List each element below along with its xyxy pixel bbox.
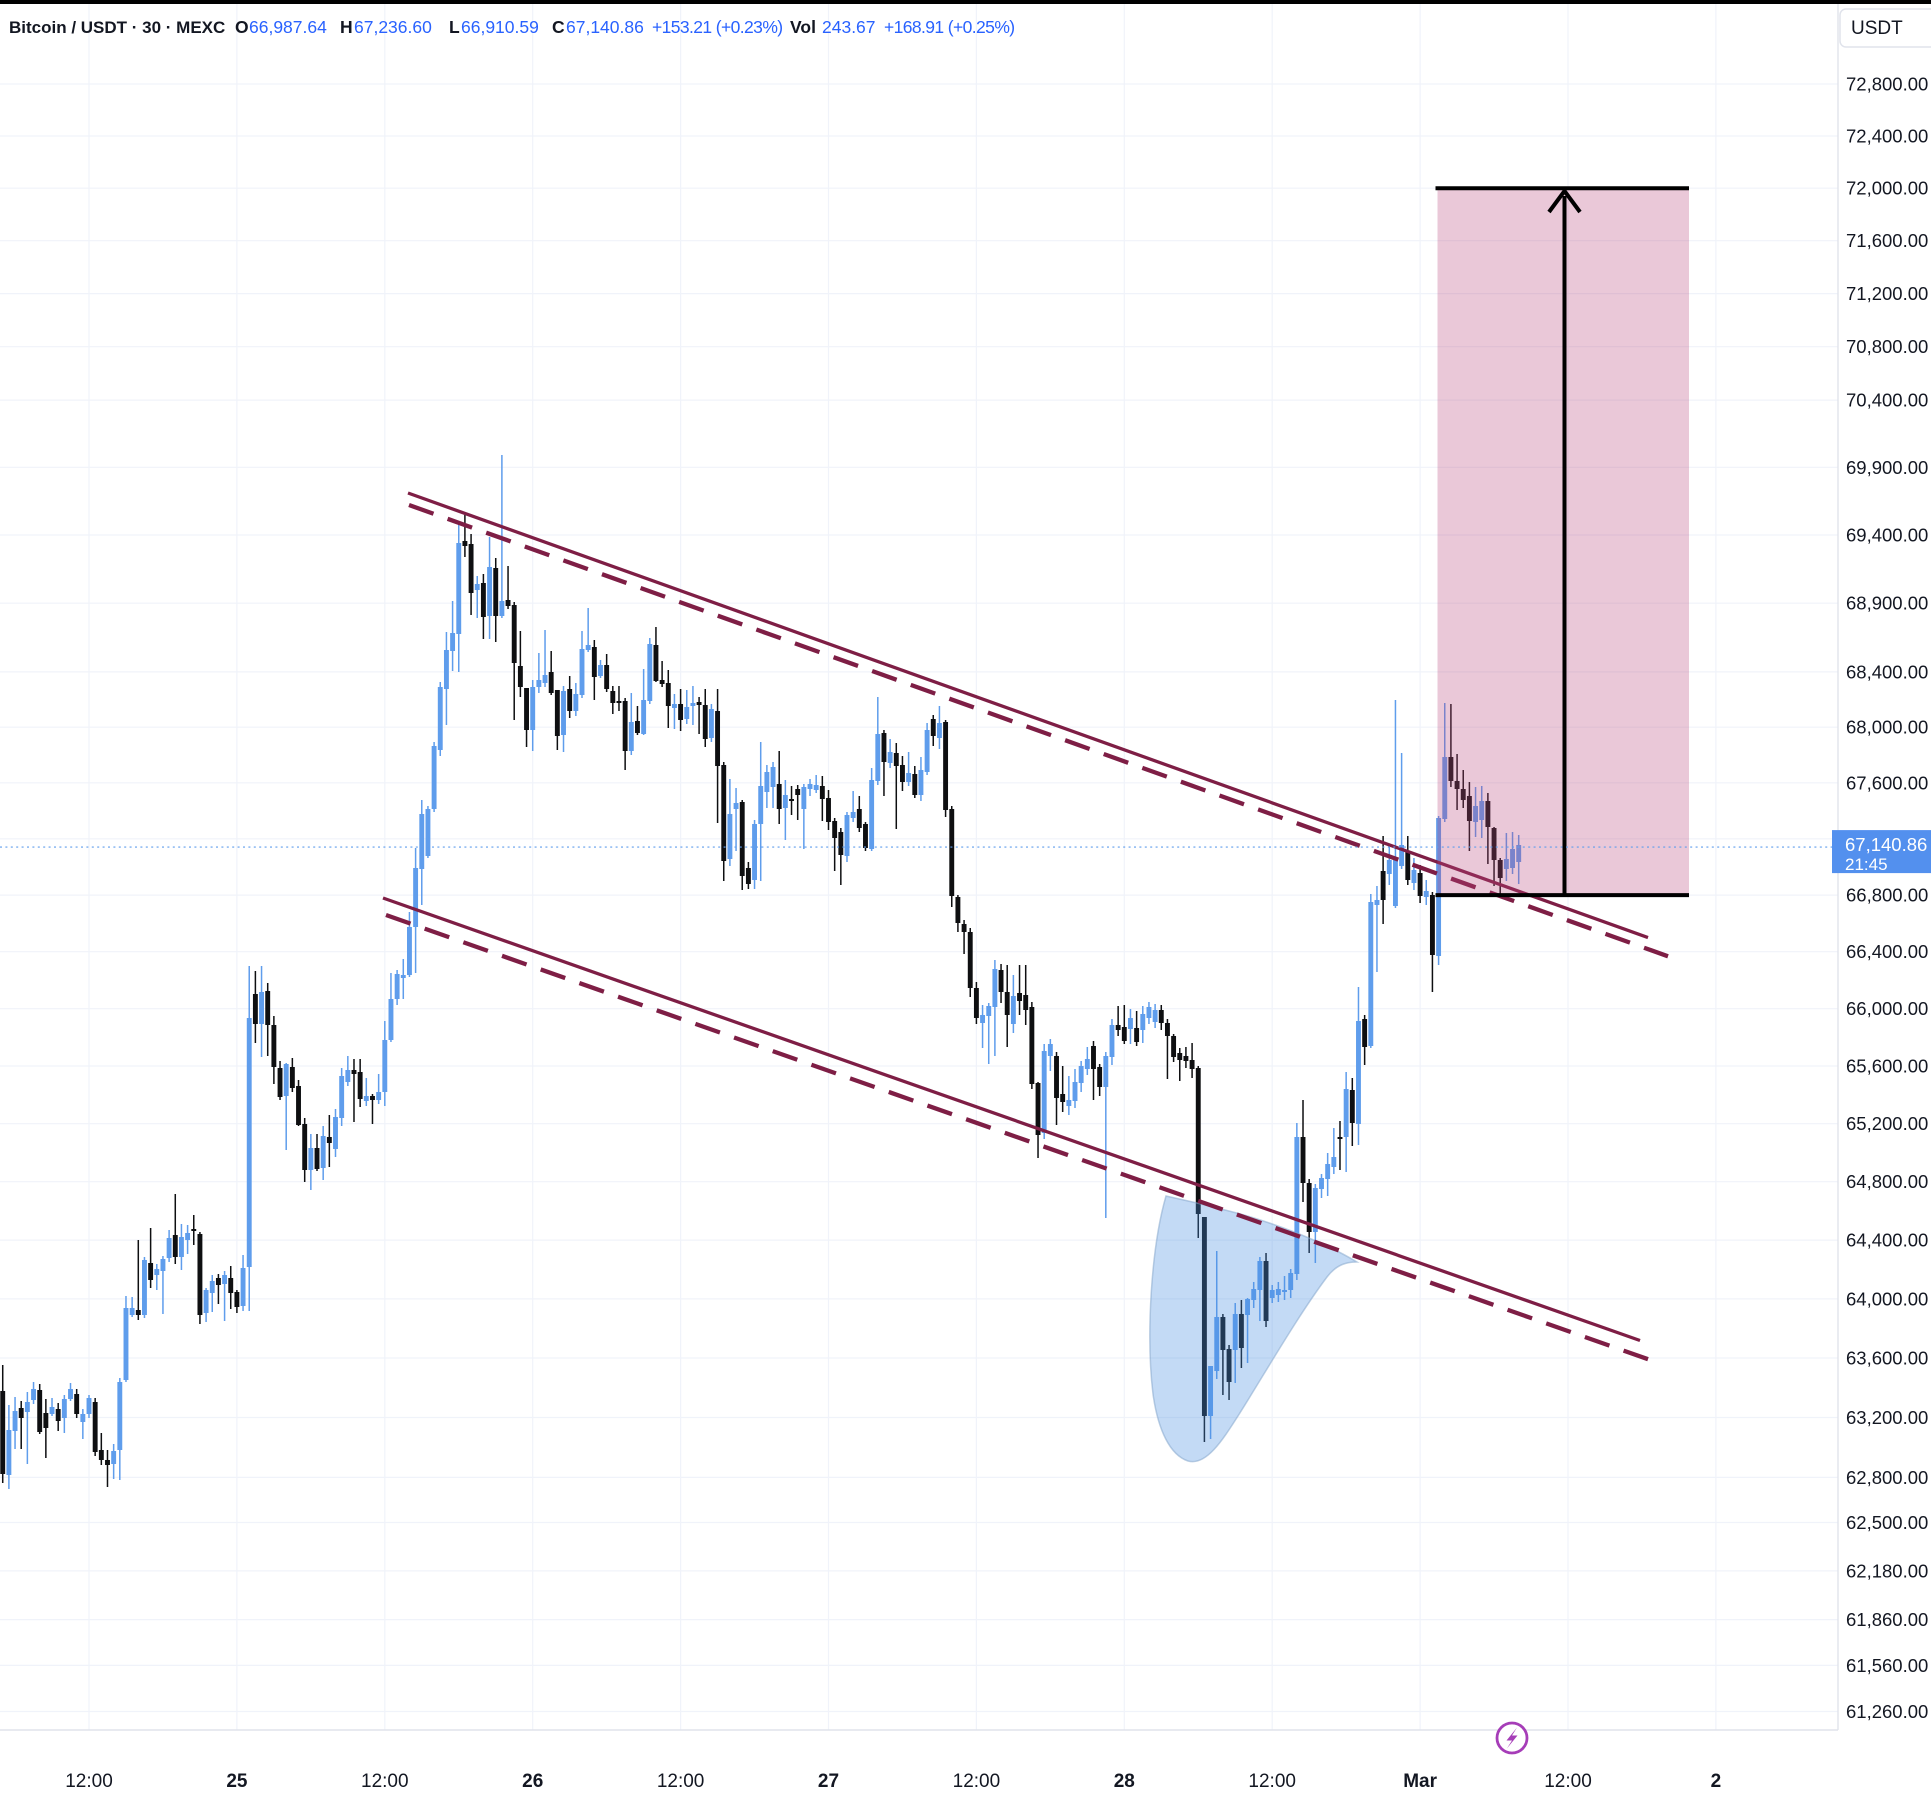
svg-text:65,200.00: 65,200.00	[1846, 1113, 1928, 1134]
svg-text:67,140.86: 67,140.86	[1845, 834, 1927, 855]
svg-text:65,600.00: 65,600.00	[1846, 1056, 1928, 1077]
svg-text:62,800.00: 62,800.00	[1846, 1467, 1928, 1488]
svg-text:62,180.00: 62,180.00	[1846, 1560, 1928, 1581]
svg-text:72,800.00: 72,800.00	[1846, 74, 1928, 95]
svg-text:25: 25	[226, 1771, 248, 1792]
svg-text:61,260.00: 61,260.00	[1846, 1701, 1928, 1722]
svg-text:61,560.00: 61,560.00	[1846, 1655, 1928, 1676]
svg-text:68,900.00: 68,900.00	[1846, 593, 1928, 614]
svg-text:64,000.00: 64,000.00	[1846, 1288, 1928, 1309]
svg-text:27: 27	[818, 1771, 839, 1792]
svg-text:62,500.00: 62,500.00	[1846, 1512, 1928, 1533]
svg-text:Mar: Mar	[1403, 1771, 1437, 1792]
svg-text:66,000.00: 66,000.00	[1846, 998, 1928, 1019]
svg-text:67,600.00: 67,600.00	[1846, 772, 1928, 793]
svg-text:66,400.00: 66,400.00	[1846, 941, 1928, 962]
svg-text:64,400.00: 64,400.00	[1846, 1230, 1928, 1251]
svg-text:12:00: 12:00	[65, 1771, 113, 1792]
svg-text:12:00: 12:00	[1544, 1771, 1592, 1792]
svg-text:70,400.00: 70,400.00	[1846, 390, 1928, 411]
svg-text:72,400.00: 72,400.00	[1846, 126, 1928, 147]
svg-text:71,600.00: 71,600.00	[1846, 230, 1928, 251]
svg-text:70,800.00: 70,800.00	[1846, 336, 1928, 357]
svg-text:USDT: USDT	[1851, 18, 1903, 39]
svg-text:66,800.00: 66,800.00	[1846, 885, 1928, 906]
svg-text:63,600.00: 63,600.00	[1846, 1348, 1928, 1369]
svg-text:69,400.00: 69,400.00	[1846, 525, 1928, 546]
svg-text:61,860.00: 61,860.00	[1846, 1609, 1928, 1630]
svg-text:12:00: 12:00	[953, 1771, 1001, 1792]
svg-text:69,900.00: 69,900.00	[1846, 457, 1928, 478]
svg-text:12:00: 12:00	[657, 1771, 705, 1792]
svg-text:12:00: 12:00	[1248, 1771, 1296, 1792]
svg-text:28: 28	[1114, 1771, 1135, 1792]
svg-text:64,800.00: 64,800.00	[1846, 1171, 1928, 1192]
svg-text:68,400.00: 68,400.00	[1846, 661, 1928, 682]
svg-text:63,200.00: 63,200.00	[1846, 1407, 1928, 1428]
svg-text:Bitcoin / USDT · 30 · MEXC: Bitcoin / USDT · 30 · MEXC	[9, 18, 225, 37]
svg-text:26: 26	[522, 1771, 543, 1792]
svg-text:68,000.00: 68,000.00	[1846, 717, 1928, 738]
svg-text:2: 2	[1711, 1771, 1722, 1792]
svg-text:71,200.00: 71,200.00	[1846, 283, 1928, 304]
svg-text:72,000.00: 72,000.00	[1846, 178, 1928, 199]
svg-text:21:45: 21:45	[1845, 855, 1888, 874]
svg-text:12:00: 12:00	[361, 1771, 409, 1792]
